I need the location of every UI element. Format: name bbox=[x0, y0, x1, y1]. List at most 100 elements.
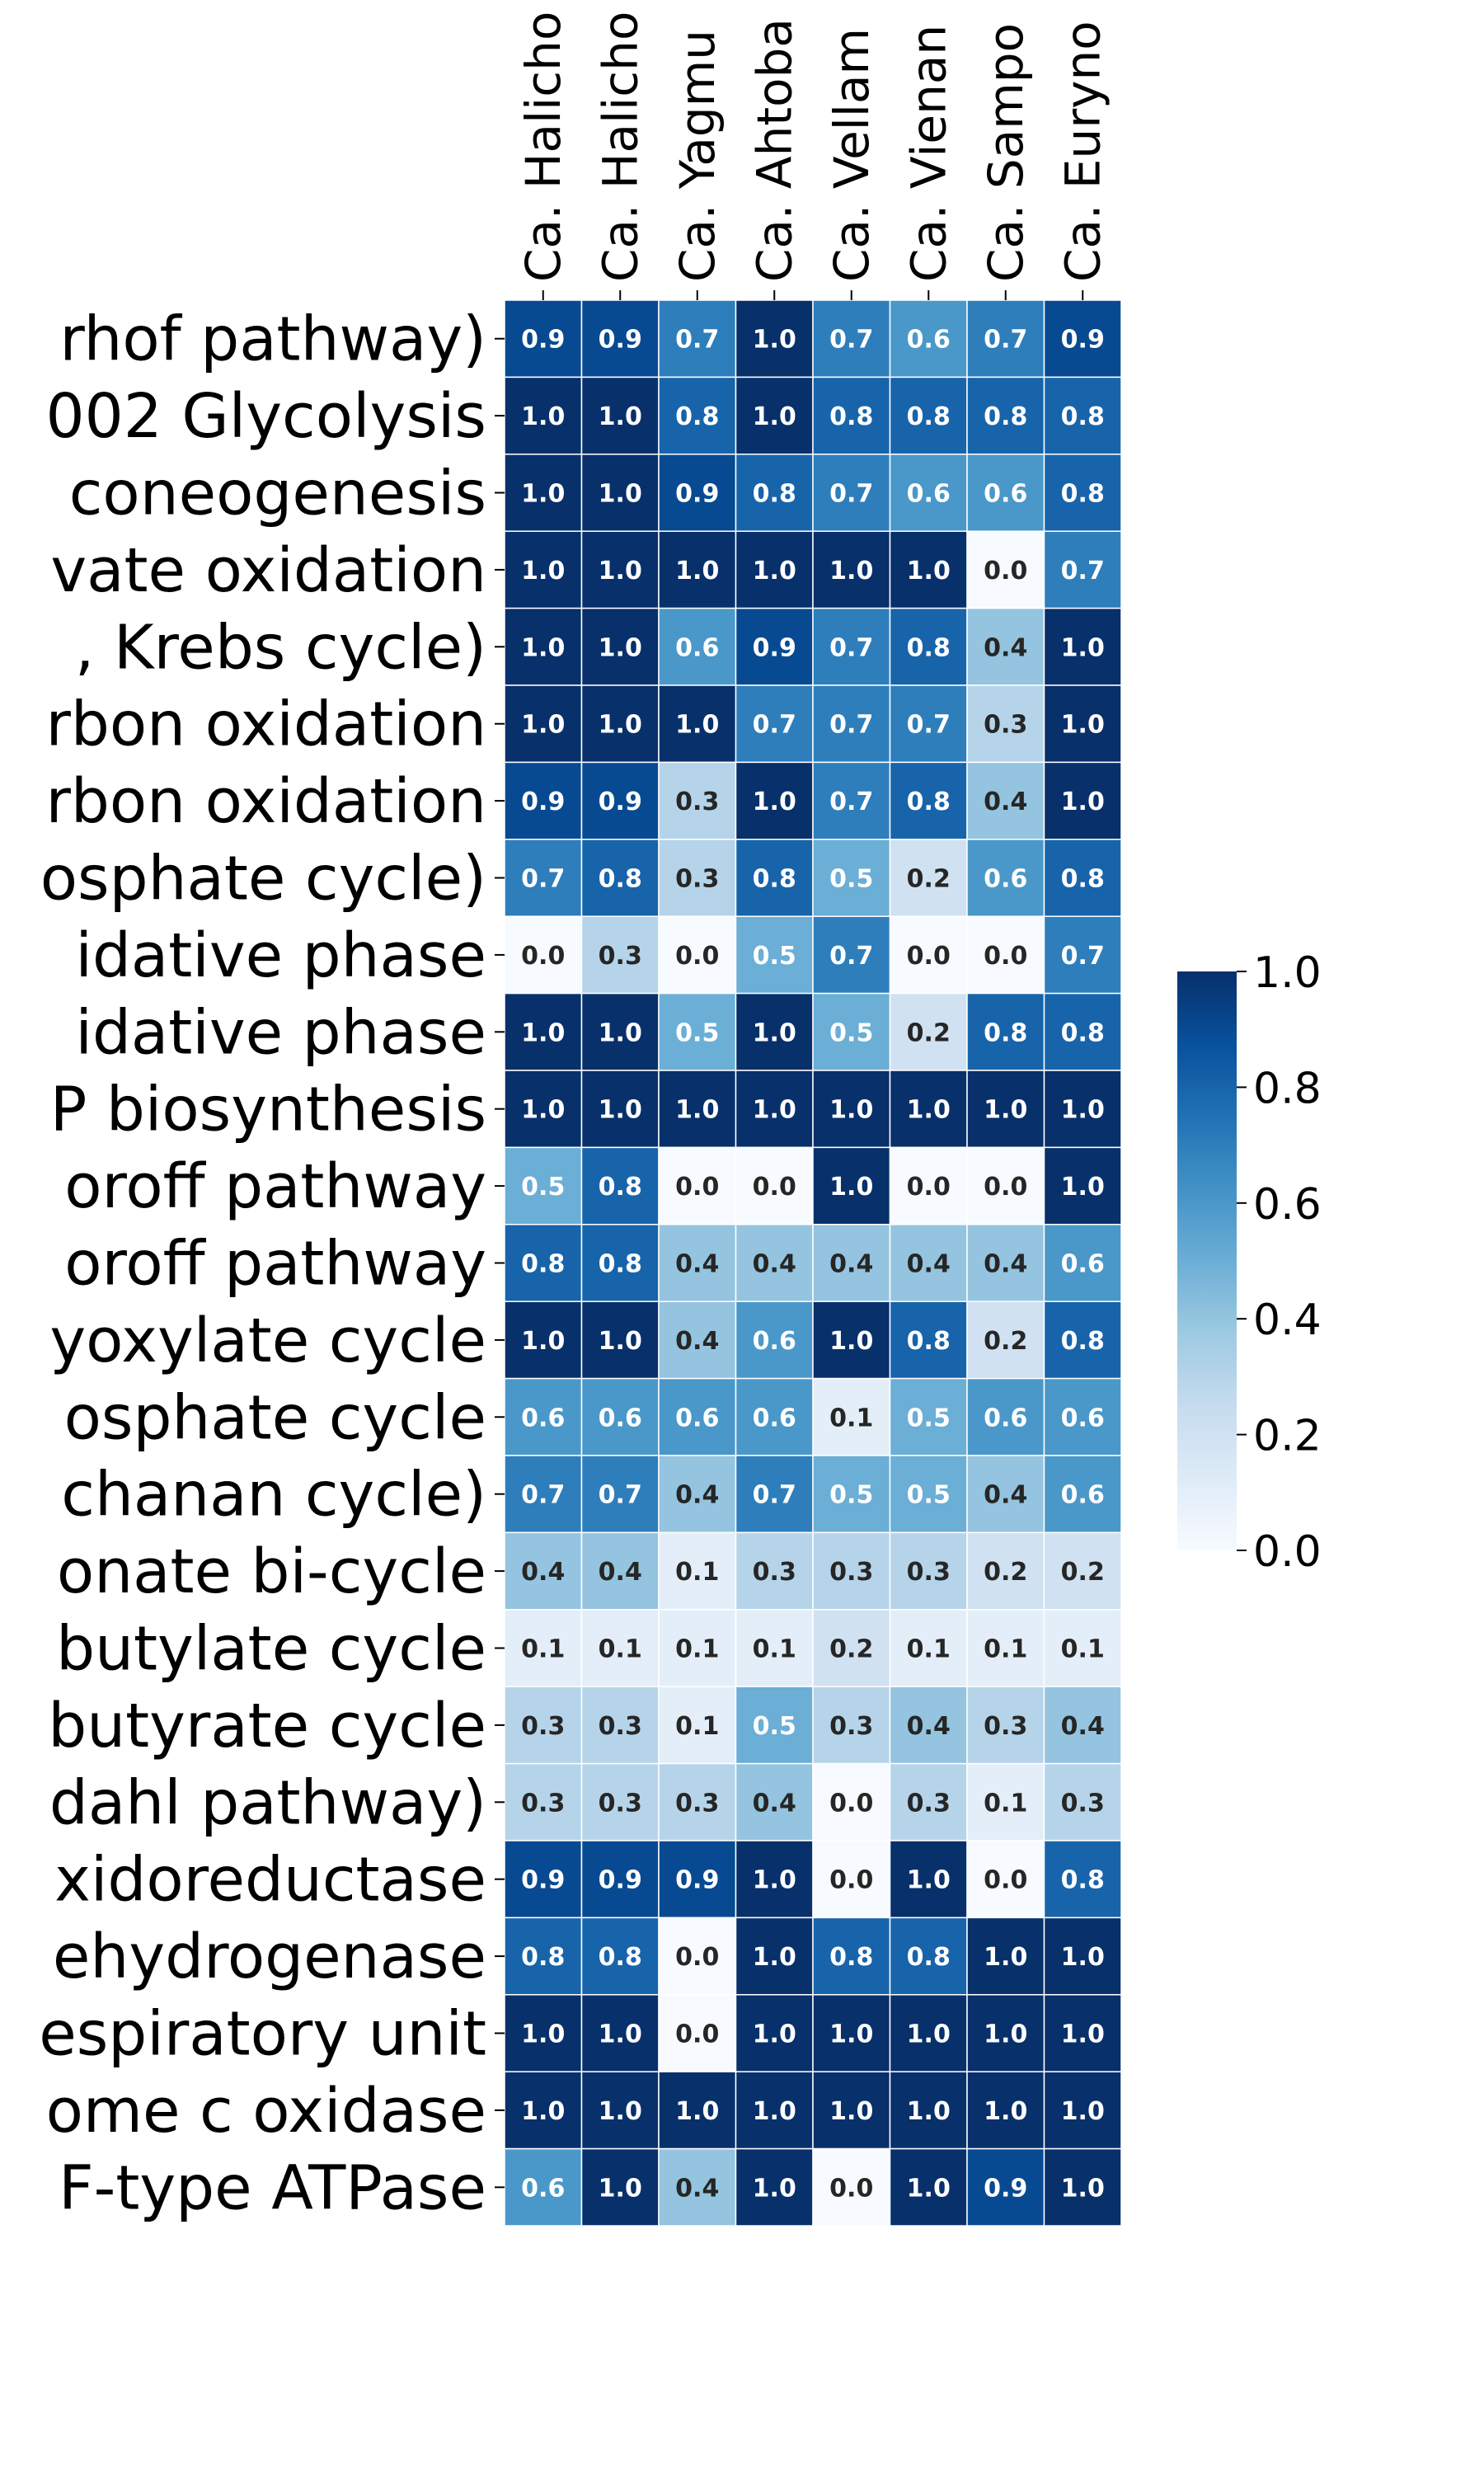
cell-value-label: 0.8 bbox=[829, 1943, 873, 1972]
heatmap-cell bbox=[580, 915, 660, 995]
y-tick-label: butylate cycle bbox=[56, 1614, 486, 1685]
cell-value-label: 1.0 bbox=[753, 326, 796, 355]
heatmap-cell bbox=[966, 1070, 1045, 1149]
cell-value-label: 0.6 bbox=[675, 633, 719, 662]
heatmap-cell bbox=[580, 1224, 660, 1302]
cell-value-label: 0.7 bbox=[521, 1481, 565, 1510]
cell-value-label: 0.8 bbox=[907, 402, 951, 431]
heatmap-cell bbox=[580, 1762, 660, 1841]
cell-value-label: 0.8 bbox=[907, 633, 951, 662]
cell-value-label: 1.0 bbox=[1061, 1096, 1105, 1125]
heatmap-cell bbox=[735, 2071, 814, 2150]
heatmap-cell bbox=[504, 1300, 583, 1380]
heatmap-cell bbox=[504, 1455, 583, 1534]
cell-value-label: 0.3 bbox=[829, 1712, 873, 1741]
heatmap-cell bbox=[735, 1917, 814, 1996]
cell-value-label: 1.0 bbox=[521, 2097, 565, 2126]
cell-value-label: 0.3 bbox=[984, 1712, 1027, 1741]
cell-value-label: 0.5 bbox=[907, 1404, 951, 1432]
cell-value-label: 0.0 bbox=[907, 1173, 951, 1202]
cell-value-label: 0.0 bbox=[907, 942, 951, 971]
heatmap-cell bbox=[504, 1146, 583, 1225]
cell-value-label: 1.0 bbox=[984, 1096, 1027, 1125]
x-tick-label: Ca. Halicho bbox=[592, 12, 648, 282]
heatmap-cell bbox=[735, 1224, 814, 1302]
cell-value-label: 0.7 bbox=[829, 633, 873, 662]
cell-value-label: 0.5 bbox=[829, 1018, 873, 1047]
cell-value-label: 0.3 bbox=[753, 1558, 796, 1587]
cell-value-label: 0.2 bbox=[1061, 1558, 1105, 1587]
cell-value-label: 0.4 bbox=[753, 1250, 796, 1279]
heatmap-cell bbox=[580, 376, 660, 455]
heatmap-cell bbox=[966, 607, 1045, 686]
cell-value-label: 0.6 bbox=[1061, 1481, 1105, 1510]
heatmap-cell bbox=[580, 2147, 660, 2227]
cell-value-label: 0.1 bbox=[829, 1404, 873, 1432]
heatmap-cell bbox=[889, 1609, 968, 1687]
cell-value-label: 1.0 bbox=[521, 1018, 565, 1047]
cell-value-label: 0.0 bbox=[984, 1173, 1027, 1202]
y-tick-label: vate oxidation bbox=[50, 535, 486, 606]
cell-value-label: 1.0 bbox=[753, 1018, 796, 1047]
heatmap-cell bbox=[889, 1686, 968, 1765]
heatmap-cell bbox=[889, 454, 968, 532]
y-tick-label: 002 Glycolysis bbox=[46, 381, 486, 452]
heatmap-cell bbox=[812, 1762, 891, 1841]
cell-value-label: 0.8 bbox=[599, 1173, 642, 1202]
cell-value-label: 0.4 bbox=[829, 1250, 873, 1279]
heatmap-cell bbox=[889, 1224, 968, 1302]
heatmap-cell bbox=[735, 1840, 814, 1919]
cell-value-label: 0.8 bbox=[984, 1018, 1027, 1047]
heatmap-cell bbox=[735, 1070, 814, 1149]
cell-value-label: 0.3 bbox=[521, 1789, 565, 1818]
cell-value-label: 0.7 bbox=[829, 788, 873, 816]
heatmap-cell bbox=[504, 1224, 583, 1302]
heatmap-cell bbox=[504, 1686, 583, 1765]
cell-value-label: 1.0 bbox=[829, 1327, 873, 1356]
cell-value-label: 0.4 bbox=[1061, 1712, 1105, 1741]
cell-value-label: 0.9 bbox=[675, 480, 719, 509]
heatmap-cell bbox=[735, 1455, 814, 1534]
heatmap-cell bbox=[504, 299, 583, 379]
heatmap-cell bbox=[812, 2071, 891, 2150]
cell-value-label: 0.7 bbox=[829, 711, 873, 740]
heatmap-cell bbox=[966, 761, 1045, 840]
cell-value-label: 1.0 bbox=[599, 2174, 642, 2203]
heatmap-cell bbox=[580, 761, 660, 840]
x-tick-label: Ca. Halicho bbox=[515, 12, 571, 282]
cell-value-label: 0.9 bbox=[753, 633, 796, 662]
heatmap-cell bbox=[658, 1686, 737, 1765]
cell-value-label: 0.3 bbox=[1061, 1789, 1105, 1818]
heatmap-cell bbox=[889, 1146, 968, 1225]
heatmap-cell bbox=[1043, 1917, 1122, 1996]
heatmap-cell bbox=[658, 1300, 737, 1380]
column-labels: Ca. Halicho Ca. Halicho Ca. Yagmu Ca. Ahtob… bbox=[515, 12, 1111, 300]
heatmap-cell bbox=[1043, 1455, 1122, 1534]
heatmap-cell bbox=[658, 454, 737, 532]
cell-value-label: 0.9 bbox=[1061, 326, 1105, 355]
cell-value-label: 0.8 bbox=[753, 865, 796, 894]
colorbar-gradient bbox=[1177, 971, 1237, 1550]
cell-value-label: 1.0 bbox=[599, 402, 642, 431]
cell-value-label: 0.3 bbox=[675, 865, 719, 894]
y-tick-label: , Krebs cycle) bbox=[75, 612, 486, 683]
cell-value-label: 0.8 bbox=[1061, 1866, 1105, 1895]
cell-value-label: 0.9 bbox=[521, 788, 565, 816]
heatmap-cell bbox=[1043, 1070, 1122, 1149]
cell-value-label: 1.0 bbox=[753, 1096, 796, 1125]
heatmap-cell bbox=[966, 684, 1045, 764]
heatmap-cells: 0.9 0.9 0.7 1.0 0.7 0.6 0.7 0.9 1.0 1.0 0.8 1.0 0.8 0… bbox=[504, 299, 1122, 2227]
y-tick-label: F-type ATPase bbox=[59, 2152, 486, 2223]
cell-value-label: 0.4 bbox=[675, 1250, 719, 1279]
cell-value-label: 1.0 bbox=[907, 557, 951, 586]
colorbar-tick-label: 0.0 bbox=[1253, 1527, 1322, 1577]
heatmap-cell bbox=[658, 1609, 737, 1687]
y-tick-label: chanan cycle) bbox=[61, 1460, 486, 1531]
cell-value-label: 0.0 bbox=[675, 2020, 719, 2049]
heatmap-cell bbox=[966, 1994, 1045, 2072]
heatmap-cell bbox=[504, 1840, 583, 1919]
cell-value-label: 1.0 bbox=[599, 711, 642, 740]
cell-value-label: 1.0 bbox=[907, 2097, 951, 2126]
colorbar-tick-label: 0.2 bbox=[1253, 1412, 1322, 1461]
